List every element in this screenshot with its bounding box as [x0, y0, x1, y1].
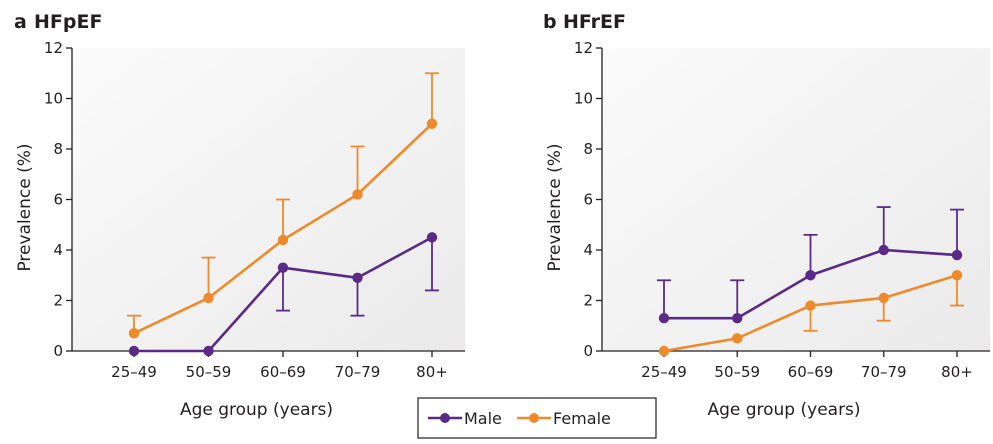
y-tick-label: 8: [53, 140, 63, 158]
data-point: [203, 345, 214, 357]
x-tick-label: 70–79: [335, 363, 381, 381]
data-point: [426, 232, 438, 243]
legend-female-marker: [529, 413, 539, 423]
y-tick-label: 10: [574, 90, 593, 108]
y-tick-label: 10: [44, 90, 63, 108]
y-tick-label: 4: [53, 241, 63, 259]
plot-background: [72, 48, 465, 351]
x-axis-title: Age group (years): [707, 400, 860, 420]
legend-male-marker: [440, 413, 450, 423]
series-female: [127, 72, 439, 339]
data-point: [426, 118, 438, 129]
x-tick-label: 50–59: [714, 363, 760, 381]
data-point: [658, 312, 670, 324]
data-point: [951, 270, 963, 281]
y-tick-label: 0: [583, 342, 593, 360]
y-tick-label: 8: [583, 140, 593, 158]
x-axis-title: Age group (years): [180, 400, 333, 420]
data-point: [732, 333, 743, 344]
chart-title: HFpEF: [34, 11, 102, 33]
y-axis-title: Prevalence (%): [15, 143, 35, 271]
panel-letter: b: [543, 11, 557, 33]
x-tick-label: 80+: [416, 363, 448, 381]
data-point: [128, 345, 140, 357]
x-tick-label: 60–69: [260, 363, 306, 381]
data-point: [951, 249, 963, 261]
chart-title: HFrEF: [563, 11, 626, 33]
legend: Male Female: [417, 397, 657, 439]
data-point: [352, 189, 363, 200]
x-tick-label: 60–69: [788, 363, 834, 381]
panel-b: b HFrEF 0 2 4 6 8 10 12 25–49 50–59 60–69 70–79 80+ Ag…: [543, 11, 990, 420]
x-tick-label: 25–49: [111, 363, 157, 381]
data-point: [878, 292, 889, 304]
y-tick-label: 12: [44, 39, 63, 57]
x-tick-label: 50–59: [186, 363, 232, 381]
panel-letter: a: [14, 11, 27, 33]
data-point: [878, 244, 889, 256]
panel-a: a HFpEF 0 2 4 6 8 10 12 25–49 50–59 60–69 70–79 80+ Ag…: [14, 11, 465, 420]
y-tick-label: 4: [583, 241, 593, 259]
data-point: [277, 262, 289, 273]
x-tick-label: 80+: [941, 363, 973, 381]
data-point: [277, 234, 289, 246]
legend-female-label: Female: [553, 409, 611, 428]
series-male: [128, 232, 439, 357]
plot-background: [602, 48, 990, 351]
legend-male-label: Male: [464, 409, 502, 428]
series-male: [657, 206, 964, 324]
data-point: [805, 300, 816, 311]
y-tick-label: 6: [53, 191, 63, 209]
data-point: [203, 292, 214, 304]
series-female: [658, 270, 964, 357]
data-point: [805, 270, 816, 281]
y-axis-title: Prevalence (%): [545, 143, 565, 271]
y-tick-label: 6: [583, 191, 593, 209]
data-point: [352, 272, 363, 283]
y-tick-label: 2: [53, 292, 63, 310]
data-point: [658, 345, 670, 357]
y-tick-label: 2: [583, 292, 593, 310]
y-tick-label: 12: [574, 39, 593, 57]
y-tick-label: 0: [53, 342, 63, 360]
data-point: [128, 328, 140, 339]
x-tick-label: 70–79: [861, 363, 907, 381]
x-tick-label: 25–49: [641, 363, 687, 381]
data-point: [732, 312, 743, 324]
